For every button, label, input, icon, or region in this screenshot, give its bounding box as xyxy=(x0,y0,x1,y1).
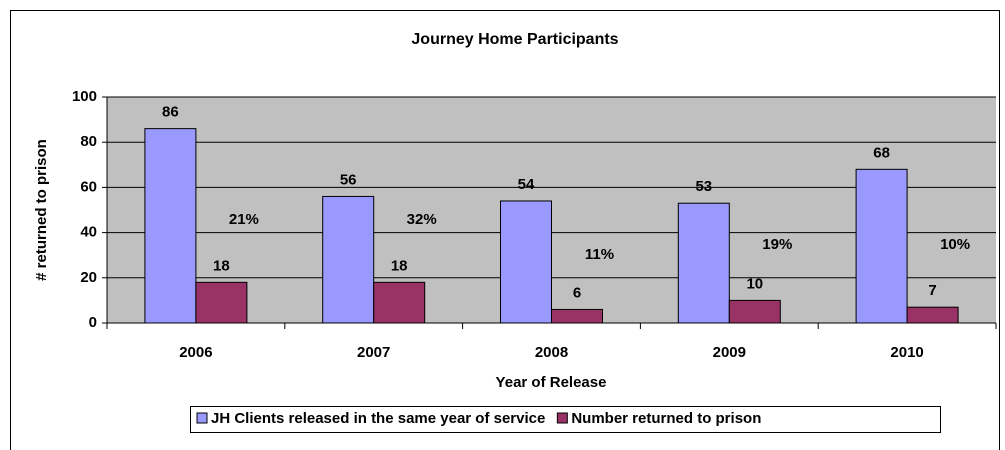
data-label: 6 xyxy=(573,284,581,301)
bar xyxy=(855,168,908,324)
annotation: 21% xyxy=(229,211,259,228)
annotation: 10% xyxy=(940,236,970,253)
bar xyxy=(906,306,959,324)
y-tick-label: 0 xyxy=(89,314,97,331)
y-axis-label: # returned to prison xyxy=(33,139,50,281)
data-label: 56 xyxy=(340,171,357,188)
y-tick-label: 80 xyxy=(80,133,97,150)
x-tick-label: 2009 xyxy=(713,344,746,361)
x-tick-label: 2006 xyxy=(179,344,212,361)
annotation: 19% xyxy=(762,236,792,253)
data-label: 10 xyxy=(746,275,763,292)
data-label: 54 xyxy=(518,176,535,193)
data-label: 53 xyxy=(695,178,712,195)
legend-swatch xyxy=(556,412,568,424)
bar xyxy=(728,299,781,324)
bar xyxy=(500,200,552,324)
x-tick-label: 2010 xyxy=(890,344,923,361)
legend-label: JH Clients released in the same year of … xyxy=(211,410,545,427)
data-label: 7 xyxy=(928,282,936,299)
annotation: 32% xyxy=(407,211,437,228)
data-label: 68 xyxy=(873,144,890,161)
x-axis-label: Year of Release xyxy=(496,374,607,391)
bar xyxy=(144,128,197,324)
legend-label: Number returned to prison xyxy=(571,410,761,427)
bar xyxy=(195,281,248,324)
bar xyxy=(551,308,603,324)
x-tick-label: 2007 xyxy=(357,344,390,361)
y-tick-label: 100 xyxy=(72,88,97,105)
y-tick-label: 20 xyxy=(80,269,97,286)
bar xyxy=(322,195,375,324)
annotation: 11% xyxy=(585,246,614,263)
y-tick-label: 60 xyxy=(80,178,97,195)
data-label: 18 xyxy=(213,257,230,274)
data-label: 86 xyxy=(162,104,179,121)
chart-title: Journey Home Participants xyxy=(411,31,618,48)
legend-swatch xyxy=(196,412,208,424)
bar xyxy=(677,202,730,324)
bar xyxy=(373,281,426,324)
y-tick-label: 40 xyxy=(80,224,97,241)
x-tick-label: 2008 xyxy=(535,344,568,361)
data-label: 18 xyxy=(391,257,408,274)
